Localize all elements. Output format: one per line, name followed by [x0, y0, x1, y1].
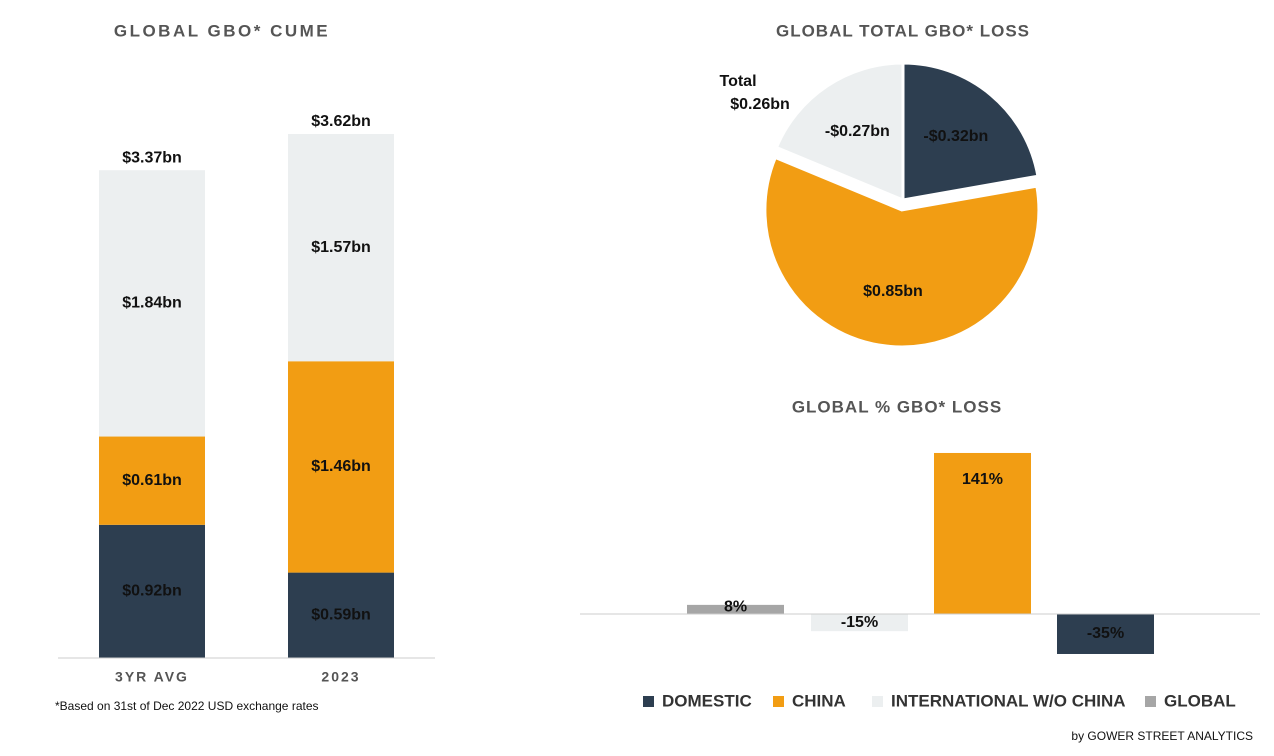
credit: by GOWER STREET ANALYTICS [1071, 729, 1253, 743]
bar-segment [288, 572, 394, 658]
bar-segment [288, 361, 394, 573]
value-label: $0.85bn [863, 283, 923, 300]
pie-slice [901, 61, 1040, 202]
chart-title: GLOBAL TOTAL GBO* LOSS [776, 21, 1030, 40]
total-label: $0.26bn [730, 96, 790, 113]
legend-swatch [1145, 696, 1156, 707]
footnote: *Based on 31st of Dec 2022 USD exchange … [55, 699, 319, 713]
value-label: $1.84bn [122, 295, 182, 312]
bar-segment [288, 134, 394, 362]
bar [811, 614, 908, 632]
value-label: -35% [1087, 625, 1124, 642]
total-label: $3.37bn [122, 149, 182, 166]
value-label: -$0.27bn [825, 123, 890, 140]
bar [687, 604, 784, 615]
legend-label: INTERNATIONAL W/O CHINA [891, 691, 1126, 710]
legend-swatch [773, 696, 784, 707]
bar-segment [99, 170, 205, 437]
value-label: -$0.32bn [923, 128, 988, 145]
pie-slice [763, 155, 1041, 349]
legend-label: CHINA [792, 691, 846, 710]
total-label: $3.62bn [311, 113, 371, 130]
legend-label: DOMESTIC [662, 691, 752, 710]
value-label: -15% [841, 614, 878, 631]
value-label: $0.92bn [122, 583, 182, 600]
value-label: $1.46bn [311, 458, 371, 475]
chart-title: GLOBAL % GBO* LOSS [792, 397, 1002, 416]
bar-segment [99, 436, 205, 525]
value-label: 8% [724, 599, 747, 616]
value-label: 141% [962, 471, 1003, 488]
bar [934, 452, 1031, 615]
x-tick-label: 2023 [321, 669, 360, 685]
legend-swatch [872, 696, 883, 707]
value-label: $0.61bn [122, 472, 182, 489]
pie-slice [774, 61, 905, 203]
bar-segment [99, 524, 205, 658]
legend-swatch [643, 696, 654, 707]
total-title: Total [719, 73, 756, 90]
value-label: $0.59bn [311, 607, 371, 624]
value-label: $1.57bn [311, 239, 371, 256]
bar [1057, 614, 1154, 654]
x-tick-label: 3YR AVG [115, 669, 189, 685]
legend-label: GLOBAL [1164, 691, 1236, 710]
chart-title: GLOBAL GBO* CUME [114, 21, 330, 40]
